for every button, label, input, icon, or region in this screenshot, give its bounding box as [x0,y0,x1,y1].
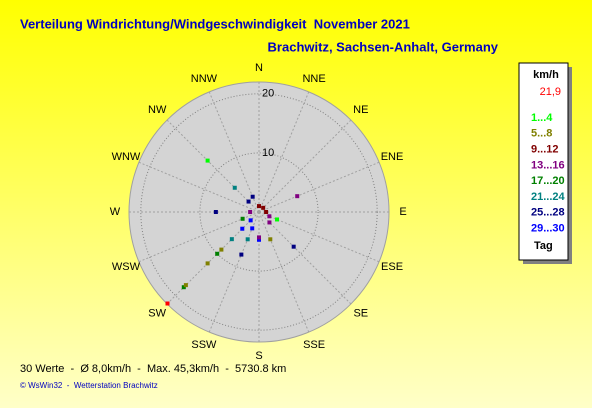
point [232,185,237,190]
ring [140,93,378,331]
direction-label: WNW [112,151,141,163]
point [215,251,220,256]
direction-label: E [399,206,406,218]
spoke [258,211,310,333]
point [264,210,269,214]
legend-label: 13...16 [531,159,565,171]
point [267,220,272,225]
spoke [258,211,380,263]
legend-box [518,62,569,261]
r-tick-label: 20 [262,88,274,100]
direction-label: NE [353,104,368,116]
point [229,237,234,242]
spoke [258,161,380,213]
legend-label: 25...28 [531,207,565,219]
spoke [166,119,260,213]
point [257,237,261,242]
direction-label: NW [148,104,167,116]
point [246,199,251,204]
point [205,261,210,266]
legend-label: 9...12 [531,144,559,156]
point [267,214,272,219]
point [245,237,250,242]
legend-label: 5...8 [531,128,552,140]
direction-label: NNE [302,73,325,85]
spoke [258,91,310,213]
footer: 30 Werte - Ø 8,0km/h - Max. 45,3km/h - 5… [20,363,286,375]
point [183,283,188,288]
point [250,194,255,199]
point [257,235,261,240]
legend-max: 21,9 [540,86,561,98]
chart-title: Verteilung Windrichtung/Windgeschwindigk… [20,16,410,31]
ring [199,152,319,272]
legend-label: 1...4 [531,112,553,124]
point [239,252,244,257]
spoke [138,211,260,263]
direction-label: SSE [303,339,325,351]
point [261,205,266,210]
point [240,226,245,231]
spoke [208,91,260,213]
legend-footer: Tag [534,240,553,252]
point [250,226,255,231]
spoke [258,119,352,213]
credit: © WsWin32 - Wetterstation Brachwitz [20,381,158,390]
direction-label: ENE [381,151,404,163]
legend-label: 17...20 [531,175,565,187]
chart-subtitle: Brachwitz, Sachsen-Anhalt, Germany [268,39,499,54]
direction-label: NNW [191,73,218,85]
legend-label: 29...30 [531,223,565,235]
legend-title: km/h [533,69,559,81]
legend-label: 21...24 [531,191,566,203]
direction-label: W [110,206,121,218]
spoke [208,211,260,333]
point [268,237,273,242]
point [291,244,296,249]
point [240,216,245,221]
point [257,204,261,209]
direction-label: SSW [191,339,217,351]
direction-label: SW [148,308,166,320]
point [219,247,224,252]
direction-label: SE [353,308,368,320]
spoke [258,211,352,305]
r-tick-label: 10 [262,147,274,159]
direction-label: N [255,62,263,74]
direction-label: WSW [112,261,141,273]
point [295,194,300,199]
point [248,218,253,223]
point [248,210,253,214]
point [205,158,210,163]
point [213,210,218,214]
point [165,301,170,306]
direction-label: S [255,350,262,362]
spoke [138,161,260,213]
direction-label: ESE [381,261,403,273]
point [275,217,280,222]
point [181,285,186,290]
